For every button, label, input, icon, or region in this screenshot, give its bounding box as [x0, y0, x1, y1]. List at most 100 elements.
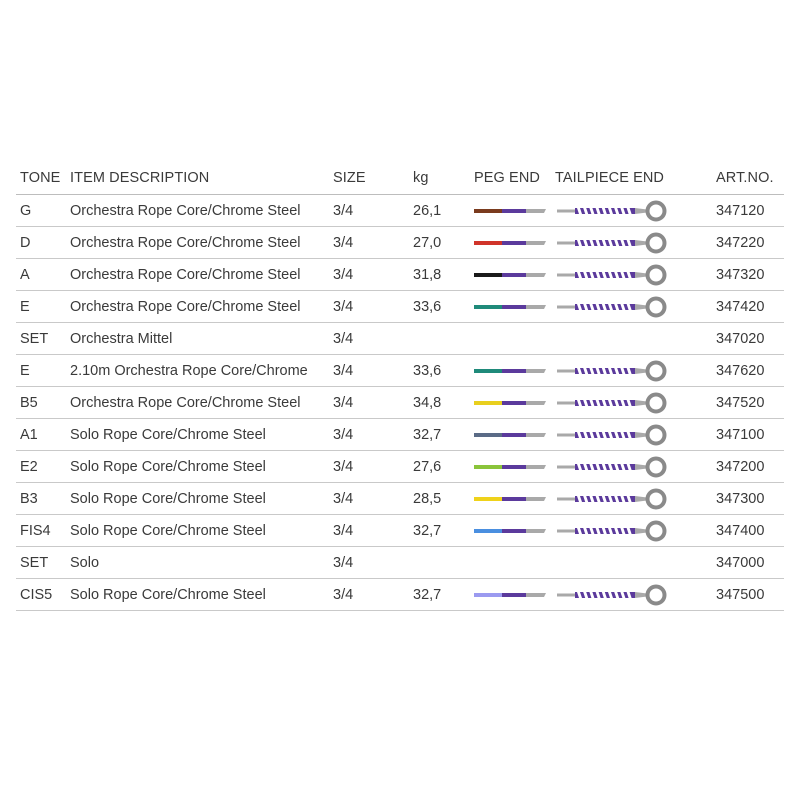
table-row: E 2.10m Orchestra Rope Core/Chrome 3/4 33,6… [16, 355, 784, 387]
peg-end-cell [474, 227, 546, 258]
tone-cell: E2 [20, 458, 38, 475]
art-no-cell: 347220 [716, 234, 765, 251]
tailpiece-end-icon [557, 200, 667, 221]
tone-cell: SET [20, 554, 49, 571]
description-cell: Orchestra Rope Core/Chrome Steel [70, 394, 301, 411]
description-cell: Orchestra Mittel [70, 330, 173, 347]
tone-cell: B5 [20, 394, 38, 411]
peg-end-cell [474, 483, 546, 514]
header-tone: TONE [20, 169, 61, 186]
size-cell: 3/4 [333, 394, 354, 411]
art-no-cell: 347200 [716, 458, 765, 475]
size-cell: 3/4 [333, 586, 354, 603]
description-cell: Solo Rope Core/Chrome Steel [70, 426, 266, 443]
tone-cell: E [20, 362, 30, 379]
art-no-cell: 347400 [716, 522, 765, 539]
kg-cell: 32,7 [413, 426, 442, 443]
table-row: B3 Solo Rope Core/Chrome Steel 3/4 28,5 3473… [16, 483, 784, 515]
peg-end-cell [474, 195, 546, 226]
tailpiece-end-cell [555, 387, 671, 418]
size-cell: 3/4 [333, 234, 354, 251]
description-cell: Solo Rope Core/Chrome Steel [70, 522, 266, 539]
tailpiece-end-icon [557, 584, 667, 605]
kg-cell: 34,8 [413, 394, 442, 411]
size-cell: 3/4 [333, 330, 354, 347]
tone-cell: SET [20, 330, 49, 347]
peg-end-cell [474, 291, 546, 322]
art-no-cell: 347020 [716, 330, 765, 347]
kg-cell: 28,5 [413, 490, 442, 507]
size-cell: 3/4 [333, 202, 354, 219]
peg-end-cell [474, 355, 546, 386]
tone-cell: G [20, 202, 32, 219]
description-cell: 2.10m Orchestra Rope Core/Chrome [70, 362, 308, 379]
kg-cell: 31,8 [413, 266, 442, 283]
table-row: SET Solo 3/4 347000 [16, 547, 784, 579]
description-cell: Solo Rope Core/Chrome Steel [70, 490, 266, 507]
size-cell: 3/4 [333, 490, 354, 507]
table-row: SET Orchestra Mittel 3/4 347020 [16, 323, 784, 355]
peg-end-cell [474, 259, 546, 290]
peg-end-icon [474, 464, 546, 469]
tailpiece-end-cell [555, 483, 671, 514]
header-art-no: ART.NO. [716, 169, 774, 186]
tailpiece-end-cell [555, 227, 671, 258]
description-cell: Solo Rope Core/Chrome Steel [70, 586, 266, 603]
tailpiece-end-cell [555, 579, 671, 610]
size-cell: 3/4 [333, 554, 354, 571]
kg-cell: 33,6 [413, 298, 442, 315]
size-cell: 3/4 [333, 458, 354, 475]
table-row: B5 Orchestra Rope Core/Chrome Steel 3/4 34,… [16, 387, 784, 419]
tone-cell: B3 [20, 490, 38, 507]
art-no-cell: 347100 [716, 426, 765, 443]
tailpiece-end-icon [557, 232, 667, 253]
peg-end-icon [474, 400, 546, 405]
tailpiece-end-cell [555, 515, 671, 546]
description-cell: Solo Rope Core/Chrome Steel [70, 458, 266, 475]
tone-cell: FIS4 [20, 522, 51, 539]
table-row: E Orchestra Rope Core/Chrome Steel 3/4 33,6… [16, 291, 784, 323]
tailpiece-end-cell [555, 419, 671, 450]
peg-end-cell [474, 451, 546, 482]
size-cell: 3/4 [333, 266, 354, 283]
tailpiece-end-icon [557, 392, 667, 413]
art-no-cell: 347420 [716, 298, 765, 315]
art-no-cell: 347120 [716, 202, 765, 219]
art-no-cell: 347620 [716, 362, 765, 379]
size-cell: 3/4 [333, 522, 354, 539]
table-row: D Orchestra Rope Core/Chrome Steel 3/4 27,0… [16, 227, 784, 259]
tailpiece-end-cell [555, 259, 671, 290]
peg-end-icon [474, 304, 546, 309]
tailpiece-end-cell [555, 451, 671, 482]
peg-end-icon [474, 208, 546, 213]
table-header-row: TONE ITEM DESCRIPTION SIZE kg PEG END TA… [16, 161, 784, 195]
table-body: G Orchestra Rope Core/Chrome Steel 3/4 26,1… [16, 195, 784, 611]
kg-cell: 32,7 [413, 522, 442, 539]
peg-end-cell [474, 579, 546, 610]
table-row: A1 Solo Rope Core/Chrome Steel 3/4 32,7 3471… [16, 419, 784, 451]
description-cell: Orchestra Rope Core/Chrome Steel [70, 298, 301, 315]
description-cell: Orchestra Rope Core/Chrome Steel [70, 234, 301, 251]
table-row: G Orchestra Rope Core/Chrome Steel 3/4 26,1… [16, 195, 784, 227]
tailpiece-end-icon [557, 488, 667, 509]
tone-cell: D [20, 234, 31, 251]
peg-end-icon [474, 528, 546, 533]
tailpiece-end-icon [557, 520, 667, 541]
peg-end-icon [474, 368, 546, 373]
peg-end-cell [474, 419, 546, 450]
art-no-cell: 347320 [716, 266, 765, 283]
kg-cell: 33,6 [413, 362, 442, 379]
description-cell: Orchestra Rope Core/Chrome Steel [70, 202, 301, 219]
header-size: SIZE [333, 169, 366, 186]
string-table: TONE ITEM DESCRIPTION SIZE kg PEG END TA… [16, 161, 784, 611]
peg-end-icon [474, 432, 546, 437]
peg-end-icon [474, 272, 546, 277]
tailpiece-end-cell [555, 291, 671, 322]
art-no-cell: 347000 [716, 554, 765, 571]
header-kg: kg [413, 169, 429, 186]
art-no-cell: 347300 [716, 490, 765, 507]
tone-cell: A [20, 266, 30, 283]
size-cell: 3/4 [333, 362, 354, 379]
art-no-cell: 347520 [716, 394, 765, 411]
tailpiece-end-cell [555, 355, 671, 386]
